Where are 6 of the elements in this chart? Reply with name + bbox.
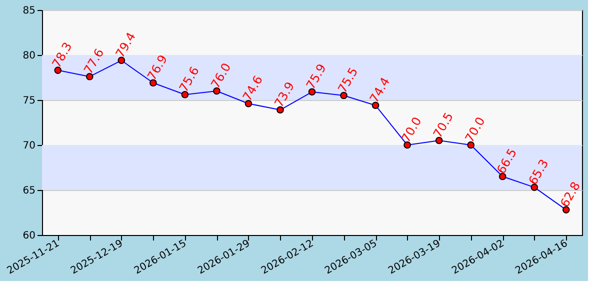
y-tick-label: 70 — [22, 140, 36, 152]
y-tick-label: 65 — [22, 186, 36, 196]
y-tick-label: 80 — [22, 50, 36, 62]
y-tick-label: 85 — [22, 6, 36, 16]
y-tick-label: 75 — [22, 96, 36, 106]
y-tick-label: 60 — [22, 230, 36, 242]
